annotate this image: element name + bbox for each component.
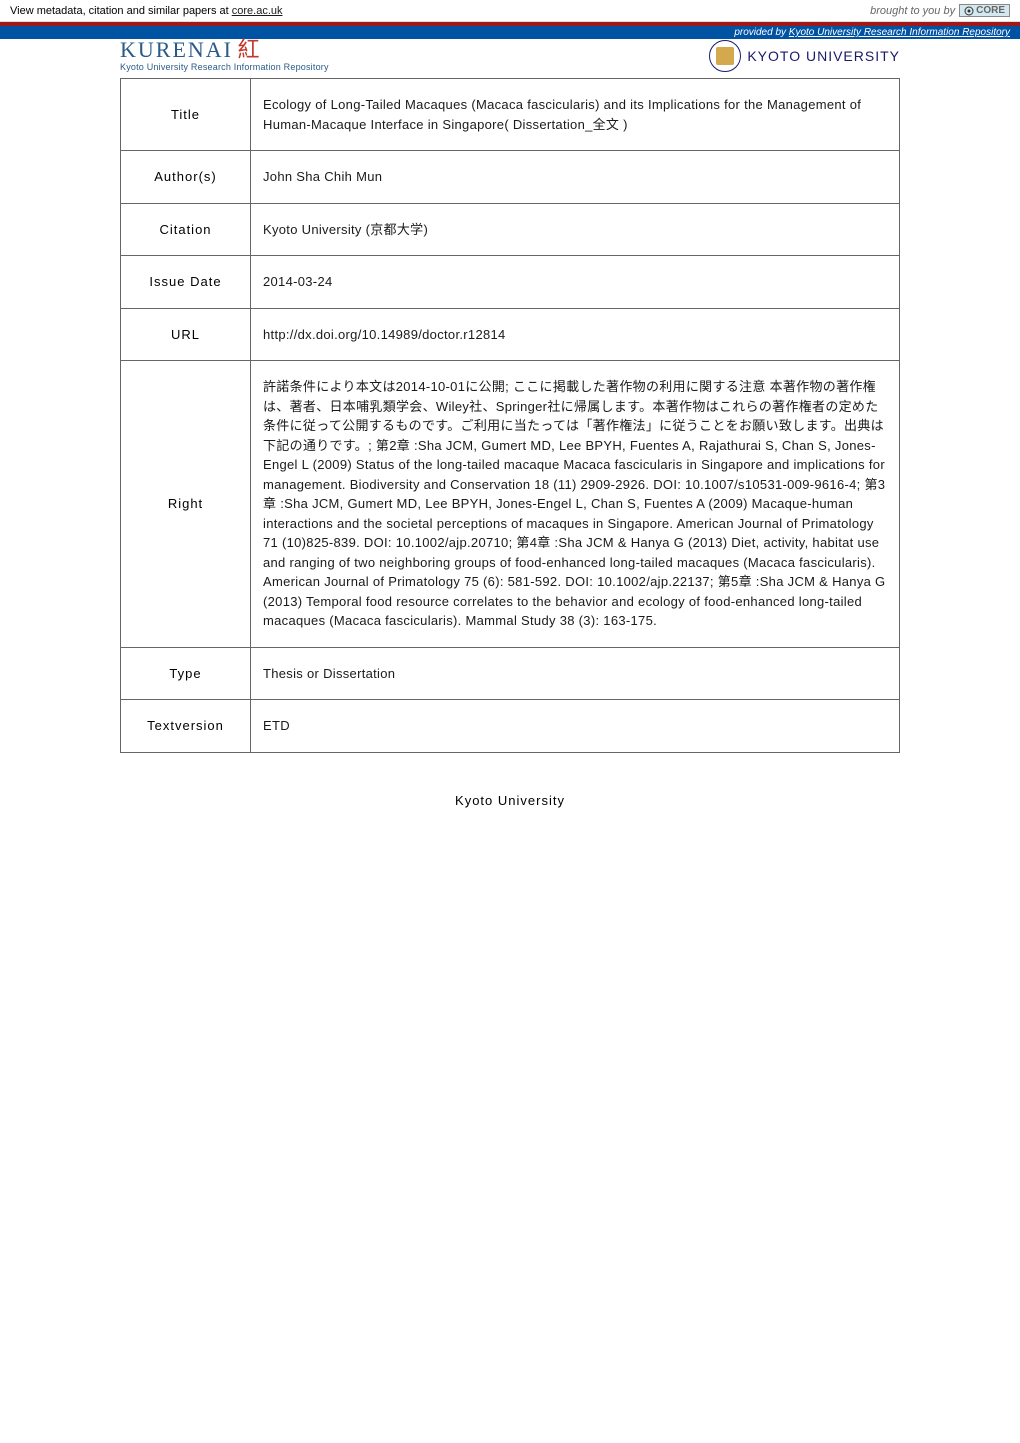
logo-main-text: KURENAI	[120, 37, 233, 62]
kurenai-logo: KURENAI 紅 Kyoto University Research Info…	[120, 39, 329, 72]
table-row: CitationKyoto University (京都大学)	[121, 203, 900, 256]
table-row: Right許諾条件により本文は2014-10-01に公開; ここに掲載した著作物…	[121, 361, 900, 648]
table-row: TypeThesis or Dissertation	[121, 647, 900, 700]
row-value: http://dx.doi.org/10.14989/doctor.r12814	[251, 308, 900, 361]
row-label: Author(s)	[121, 151, 251, 204]
brought-by-text: brought to you by	[870, 5, 955, 17]
core-label: CORE	[976, 5, 1005, 16]
row-value: Thesis or Dissertation	[251, 647, 900, 700]
table-row: TextversionETD	[121, 700, 900, 753]
logo-kanji: 紅	[237, 37, 261, 62]
row-value: 許諾条件により本文は2014-10-01に公開; ここに掲載した著作物の利用に関…	[251, 361, 900, 648]
table-row: Author(s)John Sha Chih Mun	[121, 151, 900, 204]
core-link[interactable]: core.ac.uk	[232, 5, 283, 17]
core-badge[interactable]: CORE	[959, 4, 1010, 17]
metadata-table: TitleEcology of Long-Tailed Macaques (Ma…	[120, 78, 900, 753]
row-value: 2014-03-24	[251, 256, 900, 309]
university-seal-icon	[709, 40, 741, 72]
topbar-right: brought to you by CORE	[870, 4, 1010, 17]
row-value: Kyoto University (京都大学)	[251, 203, 900, 256]
table-row: TitleEcology of Long-Tailed Macaques (Ma…	[121, 79, 900, 151]
row-label: Title	[121, 79, 251, 151]
row-value: ETD	[251, 700, 900, 753]
row-label: Citation	[121, 203, 251, 256]
row-label: Textversion	[121, 700, 251, 753]
row-label: Right	[121, 361, 251, 648]
footer-text: Kyoto University	[455, 793, 565, 808]
core-topbar: View metadata, citation and similar pape…	[0, 0, 1020, 22]
table-row: Issue Date2014-03-24	[121, 256, 900, 309]
metadata-table-body: TitleEcology of Long-Tailed Macaques (Ma…	[121, 79, 900, 753]
topbar-left: View metadata, citation and similar pape…	[10, 5, 283, 17]
page-footer: Kyoto University	[0, 753, 1020, 828]
university-name: KYOTO UNIVERSITY	[747, 48, 900, 64]
provided-by-link[interactable]: Kyoto University Research Information Re…	[789, 27, 1010, 38]
row-value: Ecology of Long-Tailed Macaques (Macaca …	[251, 79, 900, 151]
core-icon	[964, 6, 974, 16]
table-row: URLhttp://dx.doi.org/10.14989/doctor.r12…	[121, 308, 900, 361]
row-label: Type	[121, 647, 251, 700]
logo-subtitle: Kyoto University Research Information Re…	[120, 62, 329, 72]
topbar-left-prefix: View metadata, citation and similar pape…	[10, 5, 232, 17]
university-logo: KYOTO UNIVERSITY	[709, 40, 900, 72]
repository-header: KURENAI 紅 Kyoto University Research Info…	[0, 39, 1020, 78]
row-value: John Sha Chih Mun	[251, 151, 900, 204]
row-label: Issue Date	[121, 256, 251, 309]
provided-by-prefix: provided by	[734, 27, 788, 38]
row-label: URL	[121, 308, 251, 361]
